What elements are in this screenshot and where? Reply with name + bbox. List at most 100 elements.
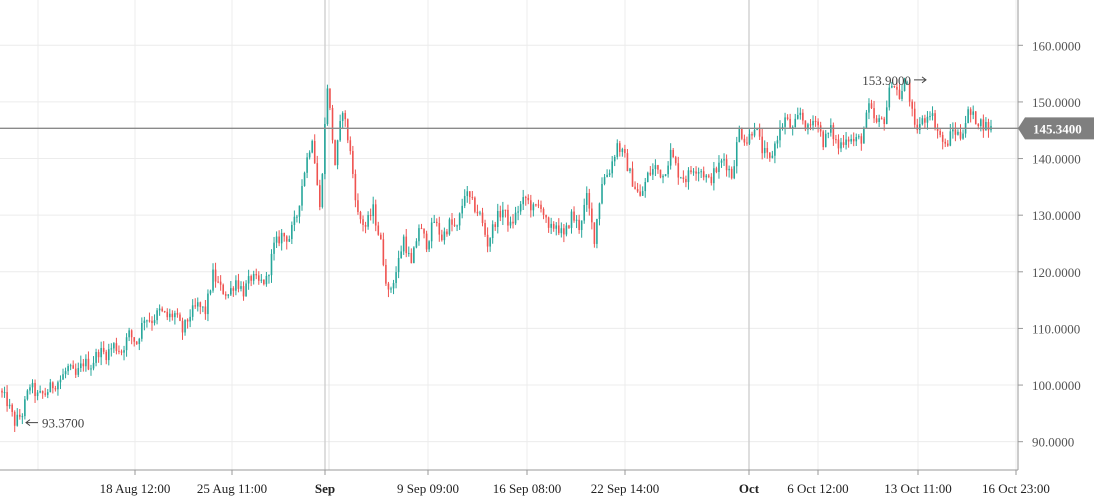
candle-body <box>707 175 710 177</box>
x-tick-label: 18 Aug 12:00 <box>100 481 171 496</box>
candle-body <box>202 306 204 308</box>
candle-body <box>72 365 74 369</box>
candle-body <box>8 404 11 407</box>
candle <box>766 142 769 159</box>
candle-body <box>769 152 771 158</box>
candle-body <box>135 341 138 344</box>
candle <box>133 337 136 347</box>
candle-body <box>97 352 100 358</box>
candle-body <box>148 320 151 322</box>
candle-body <box>941 134 944 142</box>
candle <box>700 168 702 178</box>
candle <box>57 380 59 396</box>
candle <box>537 199 540 209</box>
candle-body <box>179 314 181 321</box>
candle-body <box>913 108 916 125</box>
candle-body <box>692 171 695 173</box>
candle-body <box>306 157 308 173</box>
candle <box>400 245 402 259</box>
candle <box>260 273 263 284</box>
candle <box>730 166 733 180</box>
candle-body <box>903 83 906 91</box>
y-tick-label: 100.0000 <box>1032 378 1081 393</box>
x-tick-label: 16 Oct 23:00 <box>982 481 1050 496</box>
candle-body <box>598 203 601 220</box>
candle <box>496 203 499 234</box>
candle-body <box>781 126 784 128</box>
candle-body <box>41 391 44 394</box>
candle <box>148 312 151 323</box>
candle <box>123 345 125 361</box>
candle-body <box>186 319 189 322</box>
candle-body <box>214 269 217 282</box>
candle-body <box>702 171 705 178</box>
candle <box>110 343 113 357</box>
candle-body <box>888 87 891 108</box>
candle-body <box>64 371 67 375</box>
candle <box>344 110 347 127</box>
candle-body <box>578 219 580 231</box>
candle-body <box>776 140 779 144</box>
candle-body <box>624 149 626 154</box>
candle-body <box>631 168 634 187</box>
candle <box>535 203 537 207</box>
candle <box>479 210 481 216</box>
candle <box>952 122 954 139</box>
candle-body <box>146 320 148 322</box>
candle-body <box>952 129 954 132</box>
candle <box>405 228 408 258</box>
candle-body <box>527 197 530 201</box>
candle <box>664 174 667 177</box>
candle <box>916 118 919 134</box>
candle <box>624 144 626 158</box>
candle <box>504 209 507 218</box>
candle-body <box>380 234 382 240</box>
candle <box>194 298 197 309</box>
candle <box>868 98 870 120</box>
candle <box>659 169 662 179</box>
candle <box>746 136 748 146</box>
candle <box>735 136 738 174</box>
candle <box>692 168 695 176</box>
candle-body <box>471 197 474 199</box>
y-tick-label: 110.0000 <box>1032 321 1080 336</box>
candle <box>151 316 153 331</box>
candle-body <box>130 330 133 338</box>
candle <box>934 109 936 131</box>
candle <box>354 169 357 208</box>
candle <box>873 100 875 124</box>
candle <box>113 342 115 353</box>
candle-body <box>102 347 105 352</box>
candle-body <box>555 225 558 229</box>
candle-body <box>901 90 903 99</box>
candle <box>87 351 90 371</box>
candle <box>786 114 789 121</box>
candle <box>908 79 911 107</box>
candle <box>896 79 898 96</box>
candle <box>824 130 827 148</box>
candle-body <box>697 172 700 174</box>
candle <box>85 354 87 372</box>
candle-body <box>746 142 748 144</box>
candle-body <box>685 179 687 183</box>
candle-body <box>552 223 555 229</box>
candle-body <box>626 153 629 172</box>
candle <box>458 212 461 230</box>
candle <box>321 172 324 209</box>
candle <box>13 410 16 432</box>
candle <box>82 358 85 372</box>
candle-body <box>700 171 702 173</box>
candle-body <box>926 116 929 123</box>
candle <box>283 232 286 242</box>
candle-body <box>425 233 428 250</box>
candle-body <box>949 131 952 146</box>
candle-body <box>789 118 791 128</box>
candle-body <box>662 175 664 178</box>
candle-body <box>161 308 163 312</box>
candle <box>380 232 382 240</box>
candle <box>100 341 102 366</box>
candle <box>199 301 202 315</box>
candle-body <box>509 221 512 226</box>
candle-body <box>710 176 713 184</box>
